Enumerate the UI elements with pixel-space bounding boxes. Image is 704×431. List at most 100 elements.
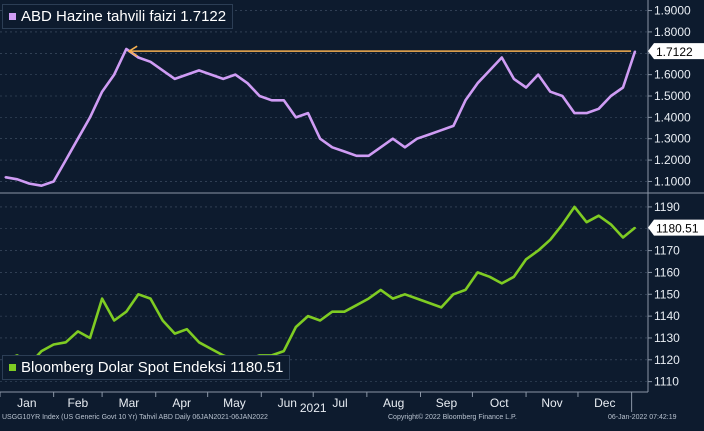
y-tick-label-treasury: 1.3000 — [654, 132, 691, 146]
data-point-treasury — [319, 137, 321, 140]
data-point-treasury — [634, 50, 636, 52]
data-point-treasury — [4, 176, 6, 178]
legend-us-treasury: ABD Hazine tahvili faizi 1.7122 — [2, 4, 234, 29]
data-point-treasury — [89, 116, 91, 119]
x-tick-label-month: Sep — [436, 396, 458, 410]
data-point-dollar — [634, 226, 636, 229]
data-point-treasury — [452, 125, 455, 127]
data-point-dollar — [64, 341, 67, 344]
data-point-treasury — [513, 78, 515, 80]
data-point-dollar — [585, 221, 588, 224]
y-tick-label-treasury: 1.2000 — [654, 153, 691, 167]
data-point-treasury — [16, 178, 19, 181]
x-tick-label-month: Oct — [490, 396, 509, 410]
data-point-treasury — [295, 116, 297, 119]
data-point-dollar — [173, 332, 176, 335]
data-point-dollar — [52, 343, 55, 346]
annotation-arrow-head — [127, 45, 138, 57]
data-point-treasury — [440, 129, 443, 131]
y-tick-label-dollar: 1170 — [654, 244, 680, 258]
y-tick-label-treasury: 1.1000 — [654, 174, 691, 188]
data-point-dollar — [379, 289, 382, 291]
y-tick-label-dollar: 1150 — [654, 287, 680, 301]
footer-timestamp: 06-Jan-2022 07:42:19 — [608, 414, 677, 421]
x-tick-label-month: May — [223, 396, 246, 410]
x-tick-label-month: Jan — [17, 396, 36, 410]
data-point-dollar — [186, 328, 188, 331]
data-point-treasury — [573, 112, 576, 114]
data-point-dollar — [198, 341, 200, 344]
x-tick-label-month: Feb — [68, 396, 89, 410]
y-tick-label-dollar: 1110 — [654, 375, 679, 389]
data-point-treasury — [525, 86, 527, 89]
data-point-dollar — [573, 206, 576, 208]
data-point-dollar — [343, 310, 346, 313]
legend-swatch-treasury — [9, 13, 16, 20]
x-tick-label-month: Jun — [278, 396, 297, 410]
data-point-treasury — [392, 137, 394, 140]
data-point-dollar — [452, 293, 455, 296]
data-point-treasury — [331, 146, 334, 149]
data-point-treasury — [113, 73, 116, 76]
data-point-dollar — [464, 289, 467, 291]
data-point-dollar — [355, 304, 358, 306]
data-point-treasury — [137, 56, 140, 59]
footer-source: USGG10YR Index (US Generic Govt 10 Yr) T… — [2, 414, 268, 421]
x-tick-label-month: Jul — [332, 396, 347, 410]
series-line-dollar — [4, 205, 636, 366]
data-point-treasury — [549, 90, 552, 93]
x-tick-label-month: Apr — [172, 396, 191, 410]
data-point-dollar — [295, 326, 297, 328]
data-point-treasury — [488, 69, 491, 72]
data-point-treasury — [307, 112, 309, 114]
data-point-treasury — [125, 48, 128, 50]
data-point-dollar — [319, 319, 321, 322]
data-point-dollar — [513, 276, 515, 278]
data-point-dollar — [331, 310, 334, 313]
data-point-dollar — [161, 319, 164, 322]
data-point-treasury — [282, 99, 285, 102]
data-point-treasury — [379, 146, 382, 149]
data-point-treasury — [428, 133, 430, 136]
data-point-dollar — [89, 337, 91, 339]
data-point-treasury — [585, 112, 588, 114]
y-tick-label-dollar: 1190 — [654, 200, 680, 214]
data-point-treasury — [537, 73, 539, 76]
data-point-dollar — [210, 348, 212, 350]
data-point-treasury — [210, 73, 212, 76]
y-tick-label-dollar: 1130 — [654, 331, 680, 345]
data-point-dollar — [113, 319, 116, 322]
data-point-treasury — [355, 155, 358, 157]
data-point-treasury — [101, 90, 103, 93]
data-point-dollar — [404, 293, 406, 296]
data-point-dollar — [525, 258, 527, 261]
data-point-treasury — [52, 180, 55, 183]
x-tick-label-month: Mar — [119, 396, 140, 410]
data-point-treasury — [501, 56, 503, 59]
data-point-treasury — [246, 82, 249, 84]
legend-swatch-dollar — [9, 364, 16, 371]
data-point-treasury — [258, 95, 261, 97]
y-tick-label-dollar: 1160 — [654, 265, 680, 279]
data-point-treasury — [622, 86, 624, 89]
legend-dollar-index: Bloomberg Dolar Spot Endeksi 1180.51 — [2, 355, 291, 380]
data-point-dollar — [597, 214, 600, 217]
data-point-treasury — [222, 78, 225, 80]
last-value-label-dollar: 1180.51 — [656, 222, 699, 236]
data-point-dollar — [488, 276, 491, 278]
y-tick-label-dollar: 1140 — [654, 309, 680, 323]
data-point-dollar — [307, 315, 309, 317]
data-point-treasury — [343, 150, 346, 153]
data-point-dollar — [549, 238, 552, 241]
data-point-treasury — [610, 95, 612, 97]
last-value-badge-treasury — [648, 43, 704, 60]
data-point-dollar — [282, 350, 285, 352]
data-point-dollar — [476, 271, 479, 274]
data-point-treasury — [416, 137, 418, 140]
data-point-treasury — [404, 146, 406, 149]
data-point-dollar — [125, 310, 128, 313]
data-point-dollar — [622, 236, 624, 239]
data-point-dollar — [416, 297, 418, 300]
